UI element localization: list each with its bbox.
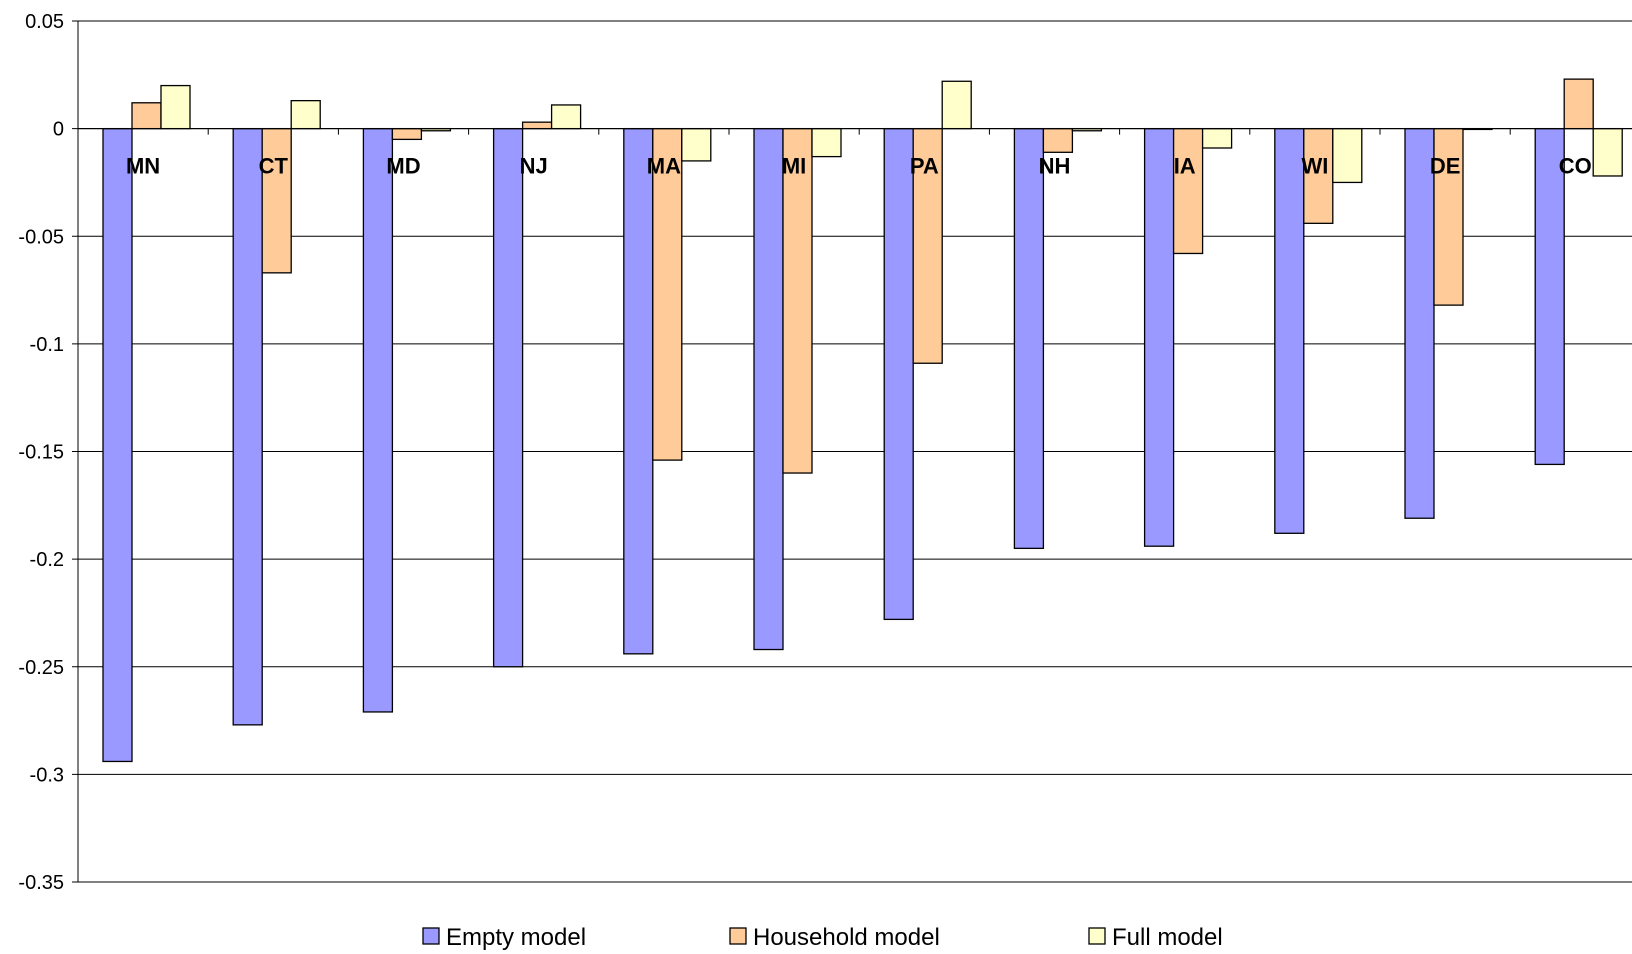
bar-ct-empty-model (232, 127, 263, 726)
y-tick-label: -0.15 (18, 442, 64, 464)
y-tick-label: -0.2 (30, 549, 64, 571)
category-label-pa: PA (910, 154, 939, 179)
bar-mi-empty-model (753, 127, 784, 651)
bar-ma-household-model (652, 127, 683, 461)
y-tick-label: -0.3 (30, 764, 64, 786)
category-labels: MN CT MD NJ MA MI PA NH IA WI DE CO (126, 154, 1592, 179)
bar-ct-household-model (261, 127, 292, 274)
category-label-ia: IA (1174, 154, 1196, 179)
legend-swatch-full-model (1088, 927, 1106, 945)
bars (102, 78, 1623, 763)
bar-mi-household-model (782, 127, 813, 474)
y-tick-label: -0.35 (18, 872, 64, 894)
bar-nh-empty-model (1013, 127, 1045, 550)
category-label-wi: WI (1301, 154, 1328, 179)
category-label-co: CO (1559, 154, 1592, 179)
category-label-nj: NJ (520, 154, 548, 179)
bar-ia-full-model (1201, 127, 1233, 149)
legend-label-full-model: Full model (1112, 924, 1223, 951)
category-label-mn: MN (126, 154, 160, 179)
bar-de-household-model (1433, 127, 1464, 306)
gridlines (78, 20, 1632, 883)
bar-co-household-model (1563, 78, 1594, 130)
category-label-ma: MA (647, 154, 681, 179)
category-label-ct: CT (259, 154, 289, 179)
legend: Empty model Household model Full model (422, 924, 1223, 951)
y-tick-label: -0.1 (30, 334, 64, 356)
category-label-mi: MI (782, 154, 806, 179)
bar-nh-household-model (1042, 127, 1074, 153)
bar-mi-full-model (811, 127, 842, 158)
bar-md-household-model (391, 127, 423, 141)
bar-ia-household-model (1172, 127, 1204, 255)
y-tick-label: -0.25 (18, 657, 64, 679)
bar-wi-full-model (1332, 127, 1363, 184)
bar-ct-full-model (290, 99, 321, 130)
y-tick-label: -0.05 (18, 226, 64, 248)
y-tick-label: 0 (53, 119, 64, 141)
legend-swatch-empty-model (422, 927, 440, 945)
y-tick-label: 0.05 (25, 11, 64, 33)
bar-md-empty-model (362, 127, 394, 713)
bar-co-full-model (1592, 127, 1623, 177)
bar-wi-empty-model (1274, 127, 1305, 534)
category-label-de: DE (1430, 154, 1461, 179)
y-axis: 0.05 0 -0.05 -0.1 -0.15 -0.2 -0.25 -0.3 -0.35 (18, 11, 79, 894)
bar-ia-empty-model (1143, 127, 1175, 547)
legend-label-household-model: Household model (753, 924, 940, 951)
bar-ma-full-model (681, 127, 712, 162)
bar-pa-full-model (941, 80, 972, 130)
x-axis (77, 127, 1632, 135)
bar-nj-empty-model (492, 127, 524, 668)
bar-mn-household-model (131, 102, 162, 130)
legend-swatch-household-model (729, 927, 747, 945)
category-label-nh: NH (1039, 154, 1071, 179)
bar-pa-empty-model (883, 127, 914, 621)
bar-pa-household-model (912, 127, 943, 364)
bar-de-empty-model (1404, 127, 1435, 519)
bar-ma-empty-model (623, 127, 654, 655)
bar-mn-empty-model (102, 127, 133, 763)
bar-co-empty-model (1534, 127, 1565, 466)
category-label-md: MD (386, 154, 420, 179)
legend-label-empty-model: Empty model (446, 924, 586, 951)
bar-nj-full-model (550, 104, 582, 130)
bar-nj-household-model (521, 121, 553, 130)
bar-mn-full-model (160, 84, 191, 130)
